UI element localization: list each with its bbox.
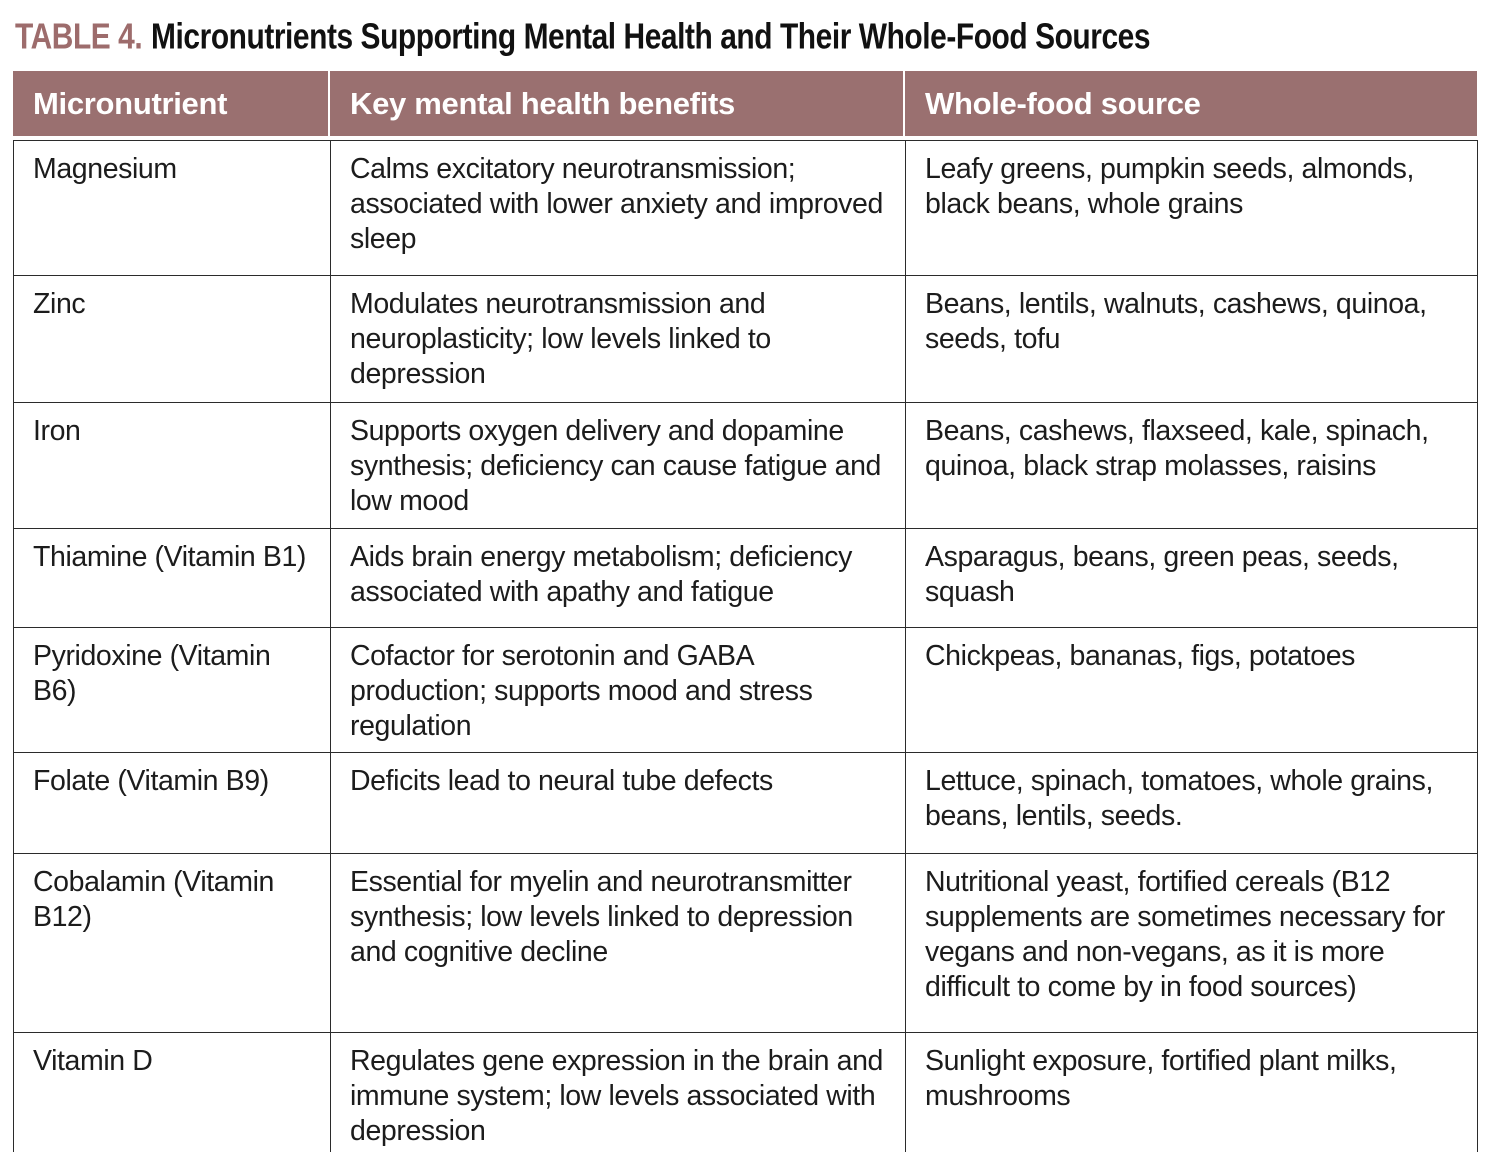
- table-row: Pyridoxine (Vitamin B6) Cofactor for ser…: [13, 627, 1478, 753]
- cell-micronutrient: Vitamin D: [13, 1032, 331, 1152]
- table-row: Cobalamin (Vitamin B12) Essential for my…: [13, 853, 1478, 1033]
- column-header-source: Whole-food source: [925, 85, 1201, 121]
- cell-source: Chickpeas, bananas, figs, potatoes: [905, 627, 1478, 753]
- table-row: Zinc Modulates neurotransmission and neu…: [13, 275, 1478, 403]
- cell-micronutrient: Cobalamin (Vitamin B12): [13, 853, 331, 1033]
- cell-source: Sunlight exposure, fortified plant milks…: [905, 1032, 1478, 1152]
- column-header-micronutrient: Micronutrient: [13, 71, 330, 136]
- cell-micronutrient: Magnesium: [13, 140, 331, 276]
- table-row: Vitamin D Regulates gene expression in t…: [13, 1032, 1478, 1152]
- table-number-label: TABLE 4.: [15, 16, 143, 58]
- cell-benefits: Supports oxygen delivery and dopamine sy…: [330, 402, 906, 529]
- cell-source: Leafy greens, pumpkin seeds, almonds, bl…: [905, 140, 1478, 276]
- cell-benefits: Cofactor for serotonin and GABA producti…: [330, 627, 906, 753]
- cell-micronutrient: Folate (Vitamin B9): [13, 752, 331, 854]
- table-row: Iron Supports oxygen delivery and dopami…: [13, 402, 1478, 529]
- column-header-benefits: Key mental health benefits: [330, 71, 905, 136]
- cell-source: Asparagus, beans, green peas, seeds, squ…: [905, 528, 1478, 628]
- cell-micronutrient: Thiamine (Vitamin B1): [13, 528, 331, 628]
- cell-benefits: Modulates neurotransmission and neuropla…: [330, 275, 906, 403]
- micronutrients-table: Micronutrient Key mental health benefits…: [13, 71, 1478, 1152]
- table-body: Magnesium Calms excitatory neurotransmis…: [13, 140, 1478, 1152]
- cell-source: Nutritional yeast, fortified cereals (B1…: [905, 853, 1478, 1033]
- cell-micronutrient: Iron: [13, 402, 331, 529]
- cell-benefits: Aids brain energy metabolism; deficiency…: [330, 528, 906, 628]
- cell-benefits: Deficits lead to neural tube defects: [330, 752, 906, 854]
- cell-benefits: Calms excitatory neurotransmission; asso…: [330, 140, 906, 276]
- table-title: TABLE 4. Micronutrients Supporting Mental…: [15, 17, 1302, 58]
- table-row: Magnesium Calms excitatory neurotransmis…: [13, 140, 1478, 276]
- table-row: Thiamine (Vitamin B1) Aids brain energy …: [13, 528, 1478, 628]
- cell-source: Beans, lentils, walnuts, cashews, quinoa…: [905, 275, 1478, 403]
- cell-benefits: Essential for myelin and neurotransmitte…: [330, 853, 906, 1033]
- table-title-text: Micronutrients Supporting Mental Health …: [151, 16, 1151, 58]
- table-header-row: Micronutrient Key mental health benefits…: [13, 71, 1477, 136]
- cell-micronutrient: Zinc: [13, 275, 331, 403]
- cell-source: Beans, cashews, flaxseed, kale, spinach,…: [905, 402, 1478, 529]
- table-row: Folate (Vitamin B9) Deficits lead to neu…: [13, 752, 1478, 854]
- cell-benefits: Regulates gene expression in the brain a…: [330, 1032, 906, 1152]
- cell-micronutrient: Pyridoxine (Vitamin B6): [13, 627, 331, 753]
- cell-source: Lettuce, spinach, tomatoes, whole grains…: [905, 752, 1478, 854]
